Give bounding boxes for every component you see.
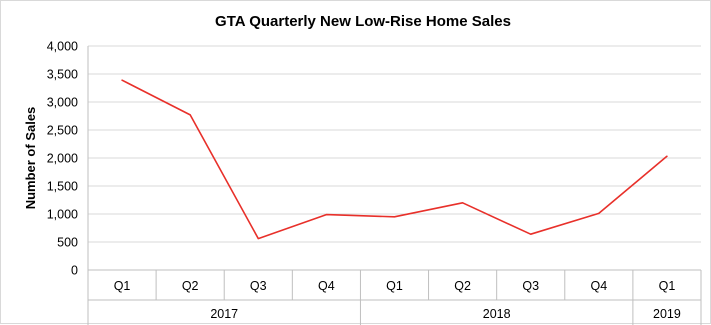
x-tick-label: Q3 (250, 279, 267, 293)
x-tick-label: Q2 (454, 279, 471, 293)
x-tick-label: Q4 (318, 279, 335, 293)
y-tick-label: 3,500 (47, 68, 78, 82)
y-axis-title: Number of Sales (23, 107, 38, 210)
x-tick-label: Q1 (114, 279, 131, 293)
y-tick-label: 1,500 (47, 180, 78, 194)
x-tick-label: Q1 (659, 279, 676, 293)
x-tick-label: Q3 (522, 279, 539, 293)
axes (87, 46, 702, 325)
y-tick-label: 500 (57, 236, 78, 250)
chart-title: GTA Quarterly New Low-Rise Home Sales (215, 13, 511, 30)
y-tick-label: 1,000 (47, 208, 78, 222)
series-line (121, 79, 668, 240)
x-tick-label: Q2 (182, 279, 199, 293)
y-tick-label: 2,500 (47, 124, 78, 138)
x-tick-label: Q4 (590, 279, 607, 293)
labels: 0 500 1,000 1,500 2,000 2,500 3,000 3,500 4,000 Q… (47, 40, 681, 322)
gridlines (88, 45, 701, 243)
y-tick-label: 2,000 (47, 152, 78, 166)
y-tick-label: 4,000 (47, 40, 78, 54)
x-group-label: 2017 (210, 307, 238, 321)
y-tick-label: 0 (71, 264, 78, 278)
x-group-label: 2019 (653, 307, 681, 321)
y-tick-label: 3,000 (47, 96, 78, 110)
x-tick-label: Q1 (386, 279, 403, 293)
series-layer (121, 79, 668, 240)
x-group-label: 2018 (483, 307, 511, 321)
